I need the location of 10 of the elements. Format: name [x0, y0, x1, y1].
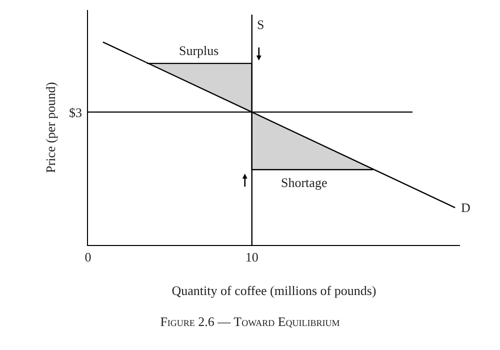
annotation: $3 — [69, 105, 82, 120]
series-label: S — [257, 17, 264, 32]
x-axis-title: Quantity of coffee (millions of pounds) — [172, 283, 376, 298]
series-label: D — [461, 200, 470, 215]
annotation: Shortage — [281, 175, 328, 190]
y-axis-title: Price (per pound) — [42, 82, 58, 173]
x-tick-label: 10 — [245, 250, 258, 265]
text: Figure 2.6 — Toward Equilibrium — [159, 314, 341, 330]
annotation: Surplus — [179, 43, 219, 58]
x-tick-label: 0 — [84, 250, 92, 265]
